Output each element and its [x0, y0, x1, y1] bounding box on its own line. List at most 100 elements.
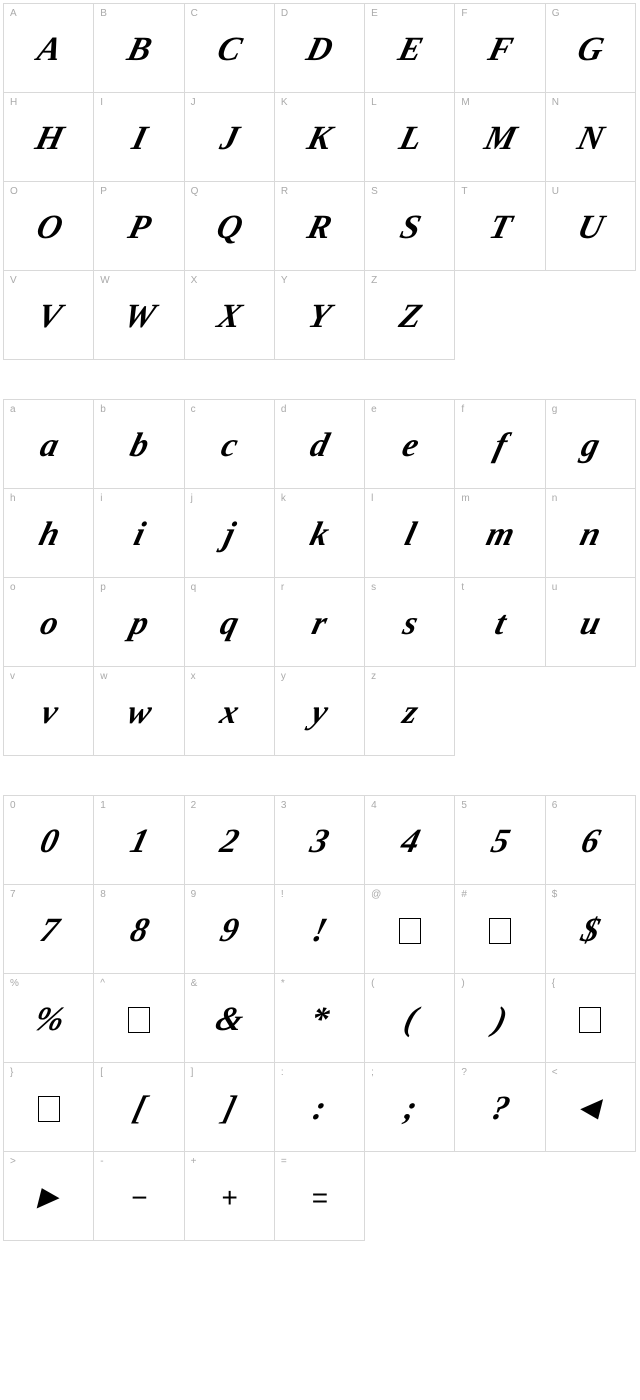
key-label: ]: [191, 1067, 194, 1078]
glyph-cell: [[: [93, 1062, 184, 1152]
glyph-display: −: [131, 1184, 146, 1212]
glyph-cell: ^: [93, 973, 184, 1063]
key-label: !: [281, 889, 284, 900]
key-label: {: [552, 978, 555, 989]
glyph-display: J: [217, 122, 241, 156]
glyph-cell: TT: [454, 181, 545, 271]
glyph-display: P: [125, 211, 153, 245]
glyph-display: c: [218, 429, 241, 463]
key-label: 0: [10, 800, 16, 811]
glyph-display: 5: [488, 825, 512, 859]
glyph-display: ): [491, 1003, 510, 1037]
glyph-cell: DD: [274, 3, 365, 93]
glyph-display: y: [308, 696, 331, 730]
key-label: :: [281, 1067, 284, 1078]
glyph-display: R: [304, 211, 334, 245]
key-label: w: [100, 671, 107, 682]
glyph-display: C: [214, 33, 244, 67]
key-label: ;: [371, 1067, 374, 1078]
glyph-cell: kk: [274, 488, 365, 578]
key-label: +: [191, 1156, 197, 1167]
key-label: t: [461, 582, 464, 593]
glyph-cell: 22: [184, 795, 275, 885]
glyph-cell: @: [364, 884, 455, 974]
glyph-display: =: [312, 1184, 327, 1212]
glyph-display: 3: [307, 825, 331, 859]
glyph-cell: ZZ: [364, 270, 455, 360]
glyph-cell: 99: [184, 884, 275, 974]
glyph-display: [: [130, 1092, 149, 1126]
key-label: M: [461, 97, 469, 108]
key-label: &: [191, 978, 198, 989]
glyph-cell: JJ: [184, 92, 275, 182]
glyph-display: 8: [127, 914, 151, 948]
glyph-display: ◄: [570, 1092, 611, 1126]
glyph-cell: #: [454, 884, 545, 974]
empty-cell: [545, 666, 636, 756]
key-label: J: [191, 97, 196, 108]
glyph-cell: ]]: [184, 1062, 275, 1152]
key-label: s: [371, 582, 376, 593]
glyph-display: H: [32, 122, 66, 156]
glyph-cell: EE: [364, 3, 455, 93]
glyph-cell: ll: [364, 488, 455, 578]
key-label: Q: [191, 186, 199, 197]
glyph-display: d: [307, 429, 331, 463]
glyph-cell: !!: [274, 884, 365, 974]
key-label: K: [281, 97, 288, 108]
key-label: 3: [281, 800, 287, 811]
glyph-display: s: [399, 607, 420, 641]
glyph-cell: qq: [184, 577, 275, 667]
key-label: I: [100, 97, 103, 108]
glyph-display: g: [578, 429, 602, 463]
glyph-cell: AA: [3, 3, 94, 93]
key-label: r: [281, 582, 284, 593]
glyph-display: x: [217, 696, 241, 730]
glyph-cell: gg: [545, 399, 636, 489]
key-label: *: [281, 978, 285, 989]
glyph-cell: ==: [274, 1151, 365, 1241]
glyph-cell: tt: [454, 577, 545, 667]
glyph-display: W: [120, 300, 158, 334]
glyph-cell: 88: [93, 884, 184, 974]
glyph-cell: ii: [93, 488, 184, 578]
glyph-display: 1: [127, 825, 151, 859]
glyph-display: t: [492, 607, 509, 641]
glyph-cell: WW: [93, 270, 184, 360]
key-label: ?: [461, 1067, 467, 1078]
glyph-cell: zz: [364, 666, 455, 756]
key-label: L: [371, 97, 377, 108]
empty-cell: [454, 270, 545, 360]
key-label: =: [281, 1156, 287, 1167]
glyph-cell: 55: [454, 795, 545, 885]
glyph-cell: ??: [454, 1062, 545, 1152]
section-uppercase: AABBCCDDEEFFGGHHIIJJKKLLMMNNOOPPQQRRSSTT…: [4, 4, 636, 360]
key-label: A: [10, 8, 17, 19]
glyph-cell: QQ: [184, 181, 275, 271]
glyph-cell: **: [274, 973, 365, 1063]
glyph-cell: LL: [364, 92, 455, 182]
key-label: O: [10, 186, 18, 197]
key-label: X: [191, 275, 198, 286]
glyph-display: m: [483, 518, 517, 552]
glyph-cell: MM: [454, 92, 545, 182]
missing-glyph-box: [579, 1007, 601, 1033]
key-label: (: [371, 978, 374, 989]
glyph-display: ►: [28, 1181, 69, 1215]
glyph-cell: BB: [93, 3, 184, 93]
glyph-cell: pp: [93, 577, 184, 667]
key-label: ): [461, 978, 464, 989]
key-label: k: [281, 493, 286, 504]
key-label: C: [191, 8, 198, 19]
glyph-display: G: [574, 33, 606, 67]
key-label: R: [281, 186, 288, 197]
empty-cell: [545, 1151, 636, 1241]
key-label: b: [100, 404, 106, 415]
glyph-display: 9: [217, 914, 241, 948]
glyph-cell: mm: [454, 488, 545, 578]
key-label: l: [371, 493, 373, 504]
glyph-cell: -−: [93, 1151, 184, 1241]
glyph-cell: II: [93, 92, 184, 182]
glyph-cell: FF: [454, 3, 545, 93]
key-label: Y: [281, 275, 288, 286]
